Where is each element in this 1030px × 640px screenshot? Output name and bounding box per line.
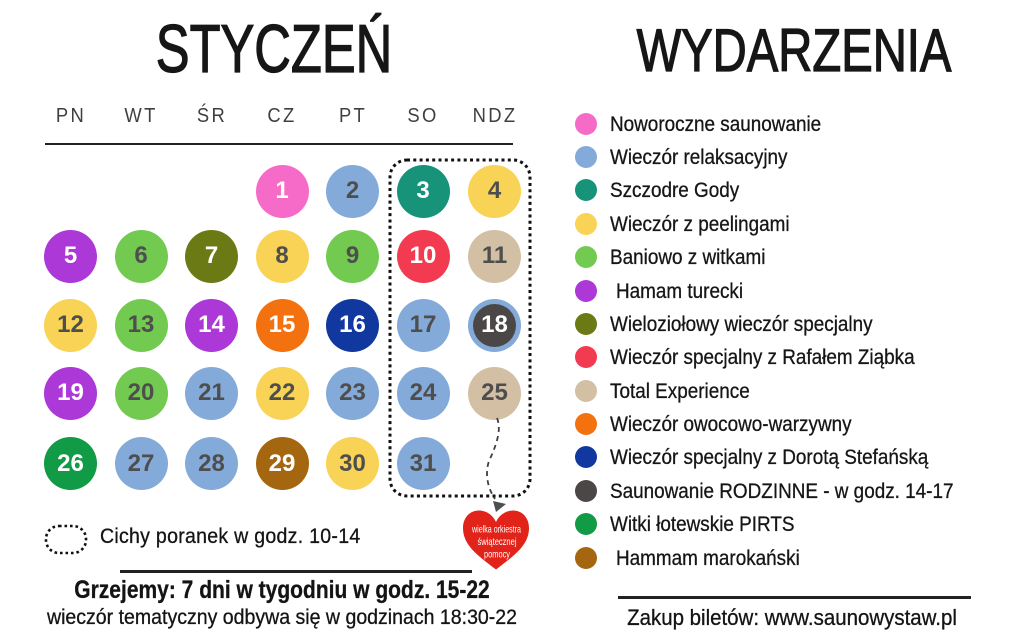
svg-text:pomocy: pomocy	[484, 549, 511, 561]
svg-text:wielka orkiestra: wielka orkiestra	[471, 524, 521, 536]
svg-text:świątecznej: świątecznej	[478, 536, 517, 548]
